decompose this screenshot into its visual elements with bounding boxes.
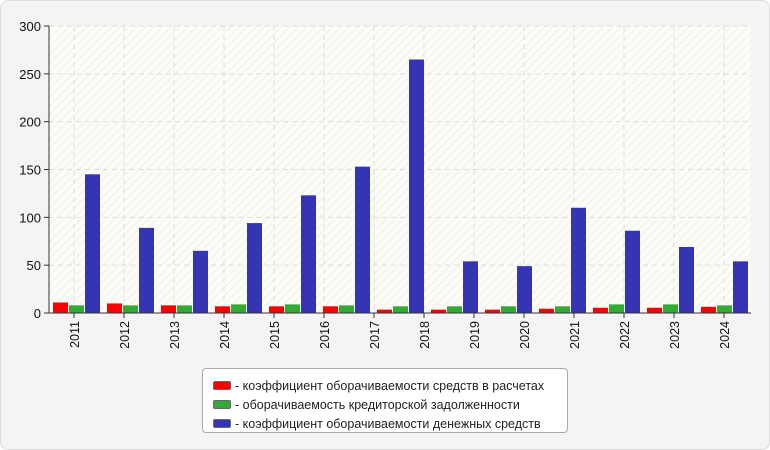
y-tick-label: 0 bbox=[34, 306, 41, 321]
legend-label: - оборачиваемость кредиторской задолженн… bbox=[235, 397, 520, 412]
legend-item: - коэффициент оборачиваемости денежных с… bbox=[213, 414, 567, 433]
bar bbox=[717, 305, 732, 313]
x-tick-label: 2016 bbox=[318, 321, 332, 349]
bar bbox=[301, 195, 316, 313]
x-tick-label: 2021 bbox=[568, 321, 582, 349]
x-tick-label: 2012 bbox=[118, 321, 132, 349]
bar bbox=[69, 305, 84, 313]
bar bbox=[625, 230, 640, 313]
y-tick-label: 100 bbox=[19, 210, 41, 225]
bar bbox=[485, 309, 500, 313]
bar bbox=[463, 261, 478, 313]
bar bbox=[285, 304, 300, 313]
bar bbox=[377, 309, 392, 313]
bar bbox=[355, 166, 370, 313]
bar bbox=[161, 305, 176, 313]
x-tick-label: 2020 bbox=[518, 321, 532, 349]
bar bbox=[123, 305, 138, 313]
bar bbox=[609, 304, 624, 313]
bar bbox=[393, 306, 408, 313]
bar bbox=[593, 307, 608, 313]
bar bbox=[107, 303, 122, 313]
x-tick-label: 2017 bbox=[368, 321, 382, 349]
legend-label: - коэффициент оборачиваемости денежных с… bbox=[235, 416, 541, 431]
bar bbox=[215, 306, 230, 313]
bar bbox=[679, 246, 694, 313]
bar bbox=[85, 174, 100, 313]
bar bbox=[447, 306, 462, 313]
y-tick-label: 150 bbox=[19, 163, 41, 178]
legend-item: - оборачиваемость кредиторской задолженн… bbox=[213, 395, 567, 414]
bar bbox=[733, 261, 748, 313]
legend-item: - коэффициент оборачиваемости средств в … bbox=[213, 376, 567, 395]
bar bbox=[323, 306, 338, 313]
legend: - коэффициент оборачиваемости средств в … bbox=[202, 368, 568, 433]
bar bbox=[431, 309, 446, 313]
bar bbox=[517, 266, 532, 313]
y-tick-label: 300 bbox=[19, 19, 41, 34]
bar bbox=[339, 305, 354, 313]
bar bbox=[501, 306, 516, 313]
bar bbox=[701, 306, 716, 313]
y-tick-label: 200 bbox=[19, 115, 41, 130]
bar bbox=[177, 305, 192, 313]
bar bbox=[269, 306, 284, 313]
bar bbox=[539, 308, 554, 313]
bar bbox=[247, 223, 262, 313]
bar bbox=[53, 302, 68, 313]
bar bbox=[139, 227, 154, 313]
x-tick-label: 2015 bbox=[268, 321, 282, 349]
x-tick-label: 2018 bbox=[418, 321, 432, 349]
bar bbox=[555, 306, 570, 313]
y-tick-label: 50 bbox=[27, 258, 41, 273]
legend-swatch bbox=[213, 400, 231, 409]
x-tick-label: 2014 bbox=[218, 321, 232, 349]
bar bbox=[409, 59, 424, 313]
x-tick-label: 2024 bbox=[718, 321, 732, 349]
y-tick-label: 250 bbox=[19, 67, 41, 82]
bar bbox=[647, 307, 662, 313]
x-tick-label: 2011 bbox=[68, 321, 82, 348]
bar bbox=[193, 250, 208, 313]
x-tick-label: 2023 bbox=[668, 321, 682, 349]
bar bbox=[571, 207, 586, 313]
x-tick-label: 2013 bbox=[168, 321, 182, 349]
legend-swatch bbox=[213, 381, 231, 390]
x-tick-label: 2019 bbox=[468, 321, 482, 349]
bar bbox=[663, 304, 678, 313]
legend-swatch bbox=[213, 419, 231, 428]
bar bbox=[231, 304, 246, 313]
x-tick-label: 2022 bbox=[618, 321, 632, 349]
legend-label: - коэффициент оборачиваемости средств в … bbox=[235, 378, 545, 393]
